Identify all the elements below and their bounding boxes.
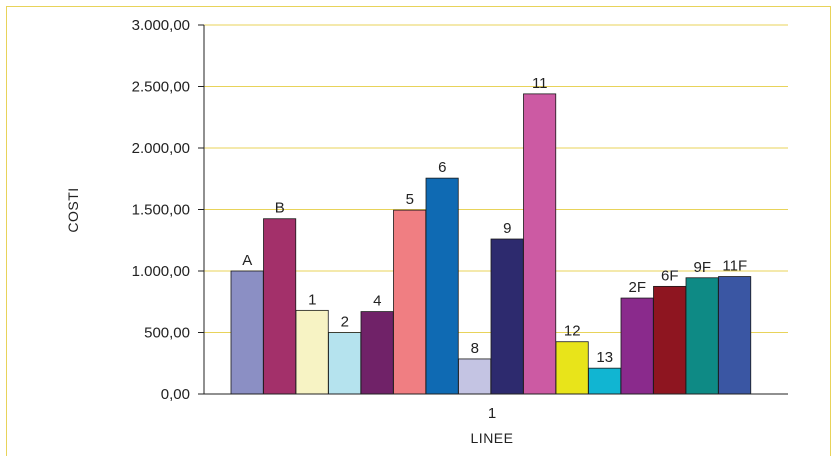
bar-11: [523, 93, 557, 395]
bar-label-a: A: [242, 252, 252, 269]
bar-9f: [685, 277, 719, 395]
bar-6: [425, 177, 459, 395]
bar-label-5: 5: [406, 191, 414, 208]
bar-1: [295, 309, 329, 395]
bar-b: [263, 218, 297, 395]
bar-12: [555, 341, 589, 395]
bar-9: [490, 238, 524, 395]
bar-label-6f: 6F: [661, 267, 679, 284]
y-tick-label: 2.000,00: [132, 140, 190, 157]
bars: [230, 93, 752, 395]
bar-label-9: 9: [503, 220, 511, 237]
bar-4: [360, 311, 394, 395]
bar-label-9f: 9F: [693, 259, 711, 276]
y-axis-title: COSTI: [65, 187, 81, 232]
bar-label-12: 12: [564, 323, 581, 340]
y-tick-label: 500,00: [144, 325, 190, 342]
bar-2f: [620, 297, 654, 395]
bar-label-11f: 11F: [722, 258, 747, 275]
bar-2: [328, 332, 362, 395]
bar-8: [458, 358, 492, 395]
bar-label-13: 13: [596, 349, 613, 366]
bar-13: [588, 367, 622, 395]
bar-label-8: 8: [471, 340, 479, 357]
chart-frame: [6, 6, 831, 456]
y-tick-label: 1.000,00: [132, 263, 190, 280]
bar-5: [393, 209, 427, 395]
bar-6f: [653, 285, 687, 395]
bar-label-11: 11: [532, 75, 548, 92]
bar-label-2f: 2F: [628, 279, 646, 296]
y-axis-ticks: 0,00 500,00 1.000,00 1.500,00 2.000,00 2.500,…: [132, 17, 190, 403]
x-tick-label: 1: [488, 405, 496, 422]
bar-a: [230, 270, 264, 395]
y-tick-label: 0,00: [161, 386, 190, 403]
bar-label-6: 6: [438, 159, 446, 176]
y-tick-label: 1.500,00: [132, 202, 190, 219]
bar-11f: [718, 276, 752, 395]
y-tick-label: 2.500,00: [132, 79, 190, 96]
y-tick-label: 3.000,00: [132, 17, 190, 34]
bar-label-1: 1: [308, 291, 316, 308]
bar-label-2: 2: [341, 314, 349, 331]
bar-label-b: B: [275, 200, 285, 217]
x-axis-title: LINEE: [471, 430, 514, 446]
bar-label-4: 4: [373, 293, 381, 310]
